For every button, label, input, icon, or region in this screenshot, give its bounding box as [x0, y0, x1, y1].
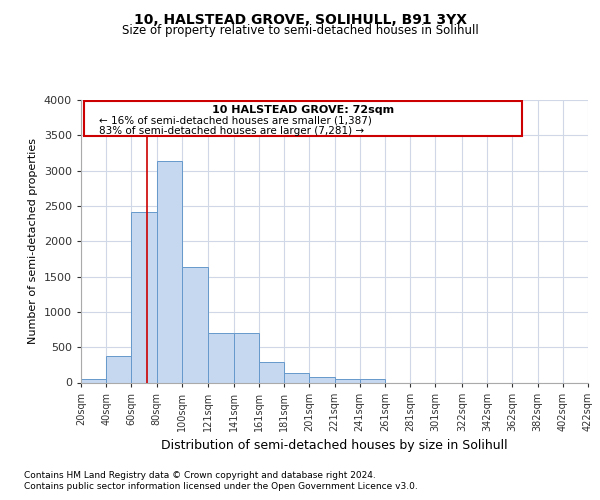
Text: ← 16% of semi-detached houses are smaller (1,387): ← 16% of semi-detached houses are smalle… [98, 116, 371, 126]
Text: Size of property relative to semi-detached houses in Solihull: Size of property relative to semi-detach… [122, 24, 478, 37]
X-axis label: Distribution of semi-detached houses by size in Solihull: Distribution of semi-detached houses by … [161, 439, 508, 452]
Bar [81, 379, 106, 382]
Bar [259, 362, 284, 382]
Bar [360, 380, 385, 382]
Bar [233, 333, 259, 382]
Text: 10, HALSTEAD GROVE, SOLIHULL, B91 3YX: 10, HALSTEAD GROVE, SOLIHULL, B91 3YX [133, 12, 467, 26]
Bar [157, 160, 182, 382]
Bar [106, 356, 131, 382]
Bar [284, 372, 309, 382]
FancyBboxPatch shape [83, 100, 523, 136]
Bar [309, 377, 335, 382]
Text: 10 HALSTEAD GROVE: 72sqm: 10 HALSTEAD GROVE: 72sqm [212, 104, 394, 115]
Bar [182, 266, 208, 382]
Bar [208, 333, 233, 382]
Text: Contains public sector information licensed under the Open Government Licence v3: Contains public sector information licen… [24, 482, 418, 491]
Y-axis label: Number of semi-detached properties: Number of semi-detached properties [28, 138, 38, 344]
Bar [131, 212, 157, 382]
Bar [335, 378, 360, 382]
Text: Contains HM Land Registry data © Crown copyright and database right 2024.: Contains HM Land Registry data © Crown c… [24, 471, 376, 480]
Text: 83% of semi-detached houses are larger (7,281) →: 83% of semi-detached houses are larger (… [98, 126, 364, 136]
